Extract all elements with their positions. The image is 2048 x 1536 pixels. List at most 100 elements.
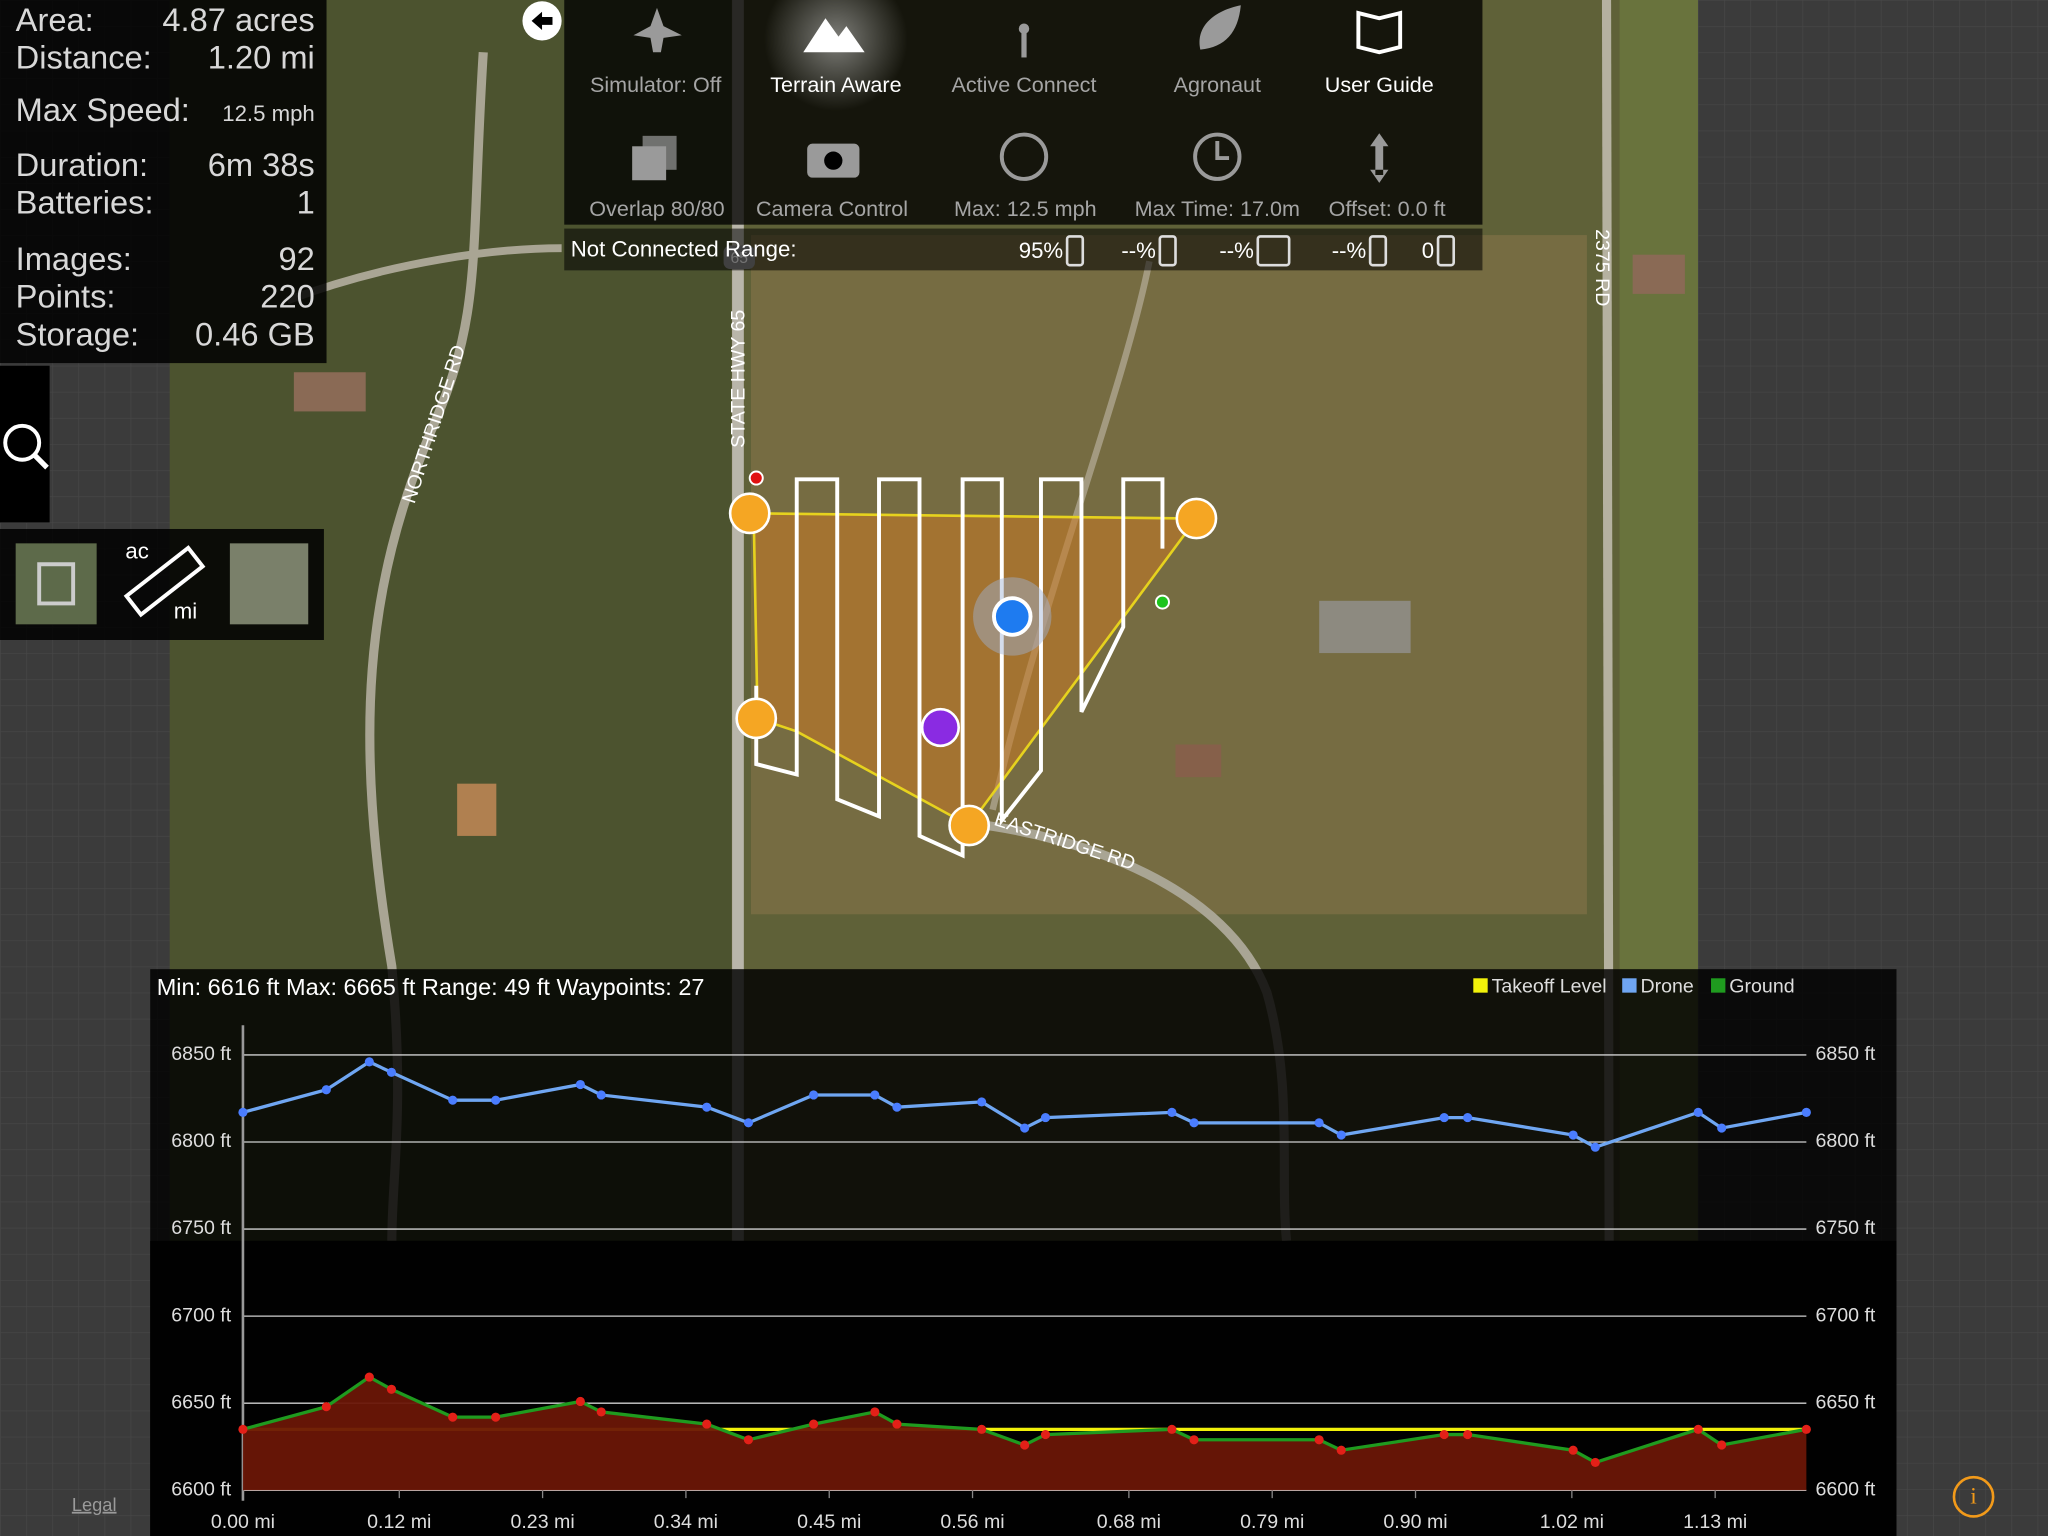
icon-antenna [1021, 31, 1027, 58]
data-point [977, 1097, 987, 1107]
flight-plan[interactable] [728, 470, 1218, 859]
corner-marker[interactable] [728, 492, 771, 535]
search-icon[interactable] [3, 423, 42, 462]
data-point [1463, 1113, 1473, 1123]
y-tick-label: 6650 ft [171, 1391, 231, 1413]
status-items: Not Connected Range: 95% --% --% --% 0 [571, 235, 1456, 267]
toolbar-label[interactable]: Simulator: Off [590, 72, 722, 97]
legend-swatch [1711, 978, 1726, 993]
data-point [491, 1412, 501, 1422]
y-tick-label: 6850 ft [171, 1043, 231, 1065]
stat-value: 12.5 mph [222, 101, 315, 126]
start-marker [1154, 594, 1170, 610]
map-type-button[interactable] [229, 543, 309, 625]
toolbar-label[interactable]: Active Connect [952, 72, 1097, 97]
info-button[interactable] [1952, 1475, 1995, 1518]
y2-tick-label: 6650 ft [1816, 1391, 1876, 1413]
stat-value: 92 [278, 240, 314, 277]
legal-link[interactable]: Legal [72, 1494, 117, 1515]
status-icon [1368, 235, 1388, 267]
home-point[interactable] [992, 596, 1033, 637]
x-tick-label: 0.90 mi [1383, 1511, 1447, 1533]
stat-value: 0.46 GB [195, 316, 315, 353]
end-marker [748, 470, 764, 486]
x-tick-label: 0.34 mi [654, 1511, 718, 1533]
x-tick-label: 0.68 mi [1097, 1511, 1161, 1533]
icon-speed [999, 132, 1049, 181]
data-point [1439, 1113, 1449, 1123]
toolbar-label[interactable]: Terrain Aware [770, 72, 901, 97]
stat-value: 1.20 mi [208, 39, 315, 76]
units-labels: ac mi [125, 538, 197, 623]
search-icon-handle [32, 452, 49, 470]
icon-clock [1193, 132, 1242, 181]
search-panel [0, 365, 50, 523]
x-tick-label: 0.23 mi [510, 1511, 574, 1533]
status-hd: --% [1219, 238, 1254, 263]
data-point [1717, 1123, 1727, 1133]
corner-marker[interactable] [735, 697, 778, 740]
back-arrow [531, 11, 553, 31]
status-phone: 95% [1019, 238, 1063, 263]
data-point [1314, 1118, 1324, 1128]
data-point [1314, 1435, 1324, 1445]
y-tick-label: 6700 ft [171, 1304, 231, 1326]
data-point [364, 1057, 374, 1067]
road [285, 244, 562, 305]
stats-panel [0, 0, 327, 364]
download-icon [37, 562, 76, 606]
corner-marker[interactable] [1175, 497, 1218, 540]
data-point [870, 1090, 880, 1100]
toolbar-label[interactable]: Max Time: 17.0m [1135, 196, 1300, 221]
toolbar-icons [632, 5, 1403, 183]
status-icon [1158, 235, 1177, 267]
stat-value: 220 [260, 278, 314, 315]
y-tick-label: 6750 ft [171, 1217, 231, 1239]
data-point [238, 1107, 248, 1117]
toolbar-label[interactable]: Overlap 80/80 [589, 196, 724, 221]
data-point [1590, 1457, 1600, 1467]
toolbar-label[interactable]: Camera Control [756, 196, 908, 221]
data-point [1167, 1424, 1177, 1434]
status-satellites: 0 [1422, 238, 1434, 263]
toolbar-labels[interactable]: Simulator: Off Terrain Aware Active Connec… [589, 72, 1445, 221]
y2-tick-label: 6750 ft [1816, 1217, 1876, 1239]
toolbar-label[interactable]: Max: 12.5 mph [954, 196, 1097, 221]
status-icon [1065, 235, 1085, 267]
x-tick-label: 0.12 mi [367, 1511, 431, 1533]
data-point [448, 1412, 458, 1422]
data-point [448, 1095, 458, 1105]
measure-icon[interactable] [123, 545, 206, 618]
chart-panel-lower [150, 1240, 1897, 1536]
toolbar-label[interactable]: Agronaut [1174, 72, 1261, 97]
corner-marker[interactable] [948, 804, 991, 847]
data-point [702, 1419, 712, 1429]
y2-tick-label: 6850 ft [1816, 1043, 1876, 1065]
data-point [386, 1067, 397, 1077]
data-point [364, 1372, 374, 1382]
data-point [238, 1424, 248, 1434]
toolbar-label[interactable]: User Guide [1325, 72, 1434, 97]
x-tick-label: 1.13 mi [1683, 1511, 1747, 1533]
data-point [1336, 1130, 1346, 1140]
toolbar-label[interactable]: Offset: 0.0 ft [1329, 196, 1446, 221]
x-tick-label: 0.00 mi [211, 1511, 275, 1533]
legend-label: Drone [1640, 976, 1693, 998]
icon-overlap [642, 135, 677, 170]
legend-swatch [1622, 978, 1637, 993]
info-icon: i [1970, 1484, 1977, 1510]
map-download-button[interactable] [15, 543, 97, 625]
data-point [321, 1402, 331, 1412]
building [1319, 600, 1411, 654]
stats: Area: 4.87 acres Distance: 1.20 mi Max Speed… [16, 1, 315, 353]
poi-marker[interactable] [920, 707, 960, 748]
y2-tick-label: 6700 ft [1816, 1304, 1876, 1326]
legend-label: Ground [1729, 976, 1794, 998]
data-point [1040, 1113, 1051, 1123]
data-point [892, 1419, 902, 1429]
data-point [870, 1407, 880, 1417]
x-tick-label: 0.56 mi [940, 1511, 1004, 1533]
stat-value: 4.87 acres [162, 1, 314, 38]
data-point [743, 1435, 754, 1445]
